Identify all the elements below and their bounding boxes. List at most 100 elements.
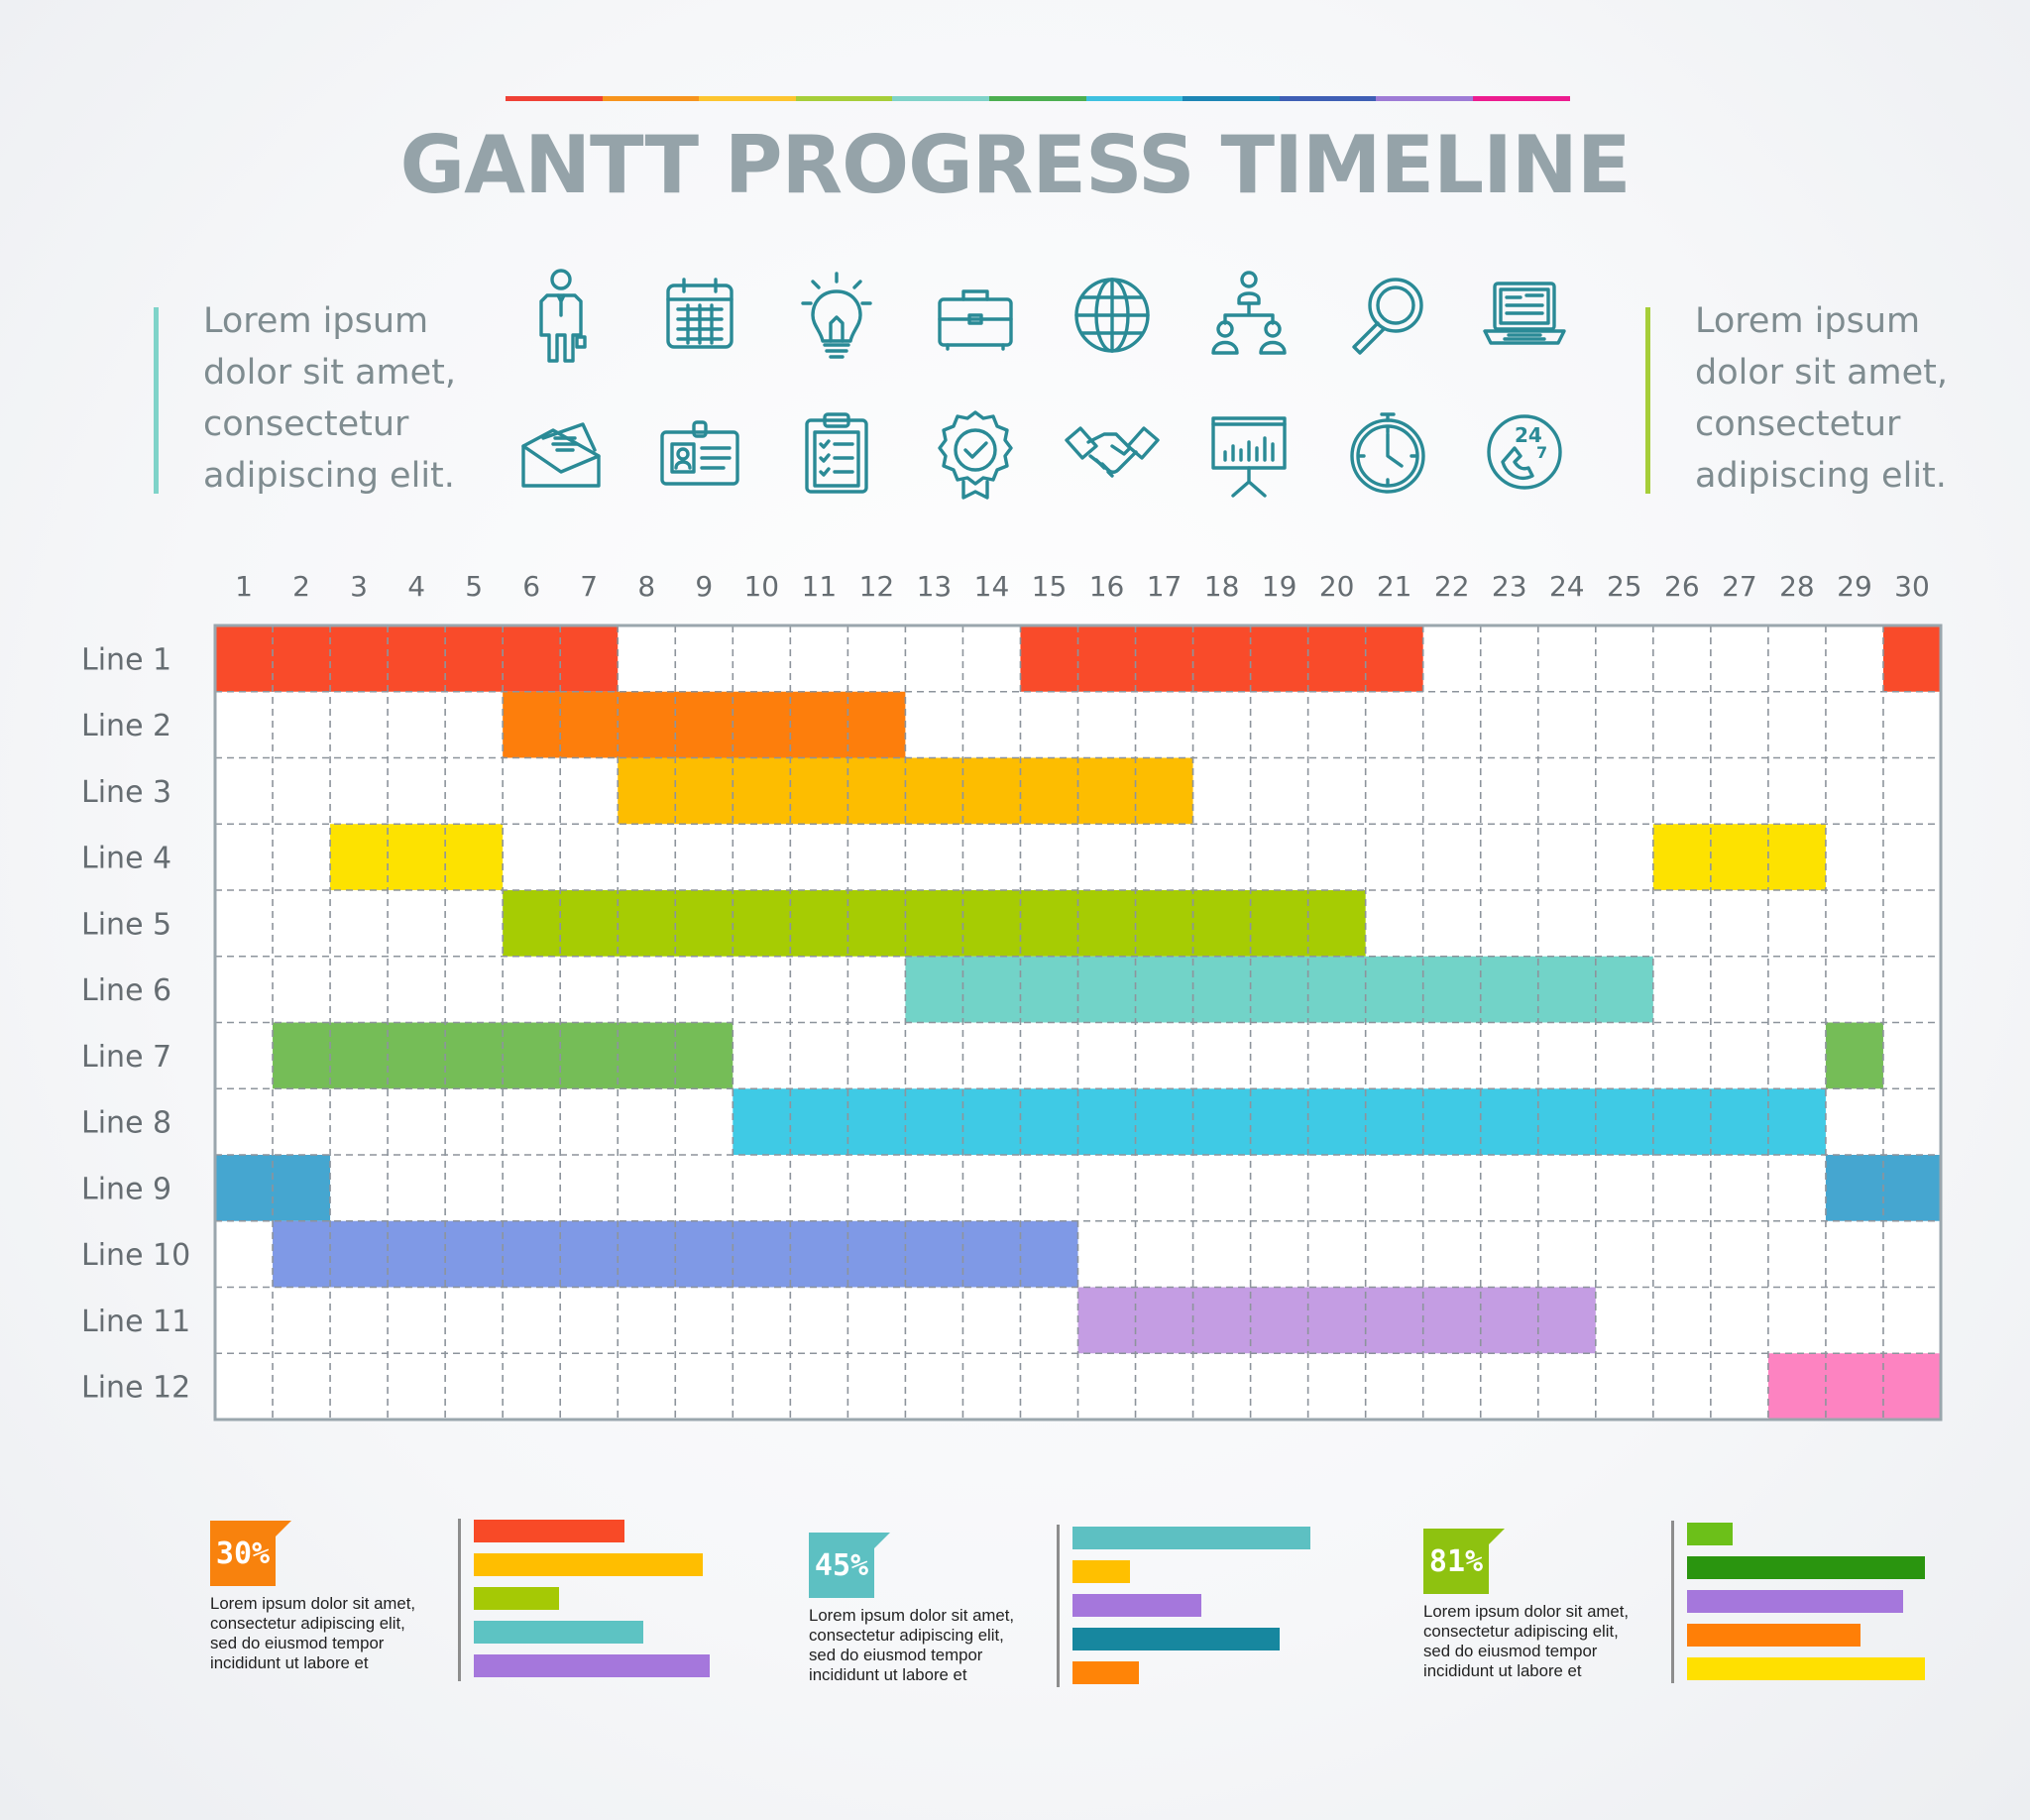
handshake-icon xyxy=(1063,402,1162,502)
summary-text: Lorem ipsum dolor sit amet, consectetur a… xyxy=(809,1606,1057,1685)
summary-bar xyxy=(474,1520,625,1542)
day-tick-label: 13 xyxy=(917,570,953,603)
title-rule-segment xyxy=(892,96,989,101)
day-tick-label: 25 xyxy=(1607,570,1642,603)
summary-text-line: incididunt ut labore et xyxy=(1423,1661,1582,1680)
day-tick-label: 18 xyxy=(1204,570,1240,603)
summary-bar xyxy=(474,1587,559,1610)
title-rule-segment xyxy=(699,96,796,101)
left-accent-bar xyxy=(154,307,159,494)
right-text-line: consectetur xyxy=(1695,404,1901,444)
day-tick-label: 23 xyxy=(1492,570,1527,603)
row-label: Line 6 xyxy=(81,973,171,1008)
summary-bar xyxy=(1687,1556,1925,1579)
gantt-bar xyxy=(330,824,504,890)
title-rule-segment xyxy=(1183,96,1280,101)
day-tick-label: 19 xyxy=(1262,570,1297,603)
gantt-bar xyxy=(503,890,1366,957)
summary-text-line: incididunt ut labore et xyxy=(809,1665,967,1684)
svg-text:7: 7 xyxy=(1536,443,1547,462)
day-tick-label: 16 xyxy=(1089,570,1125,603)
gantt-bar xyxy=(1882,626,1941,692)
row-label: Line 5 xyxy=(81,907,171,942)
day-tick-label: 11 xyxy=(802,570,838,603)
award-badge-icon xyxy=(926,402,1025,502)
day-tick-label: 29 xyxy=(1837,570,1872,603)
row-label: Line 8 xyxy=(81,1106,171,1141)
percent-badge: 81% xyxy=(1423,1529,1489,1594)
gantt-frame xyxy=(213,624,1943,1422)
day-tick-label: 12 xyxy=(859,570,895,603)
day-tick-label: 20 xyxy=(1319,570,1355,603)
id-badge-icon xyxy=(650,402,749,502)
envelope-icon xyxy=(511,402,611,502)
day-tick-label: 30 xyxy=(1894,570,1930,603)
left-text-line: adipiscing elit. xyxy=(203,456,455,496)
summary-text-line: incididunt ut labore et xyxy=(210,1653,369,1672)
percent-badge: 45% xyxy=(809,1533,874,1598)
presentation-board-icon xyxy=(1199,402,1298,502)
summary-bar xyxy=(1072,1628,1280,1650)
summary-bar xyxy=(474,1621,644,1644)
title-rule-segment xyxy=(1472,96,1570,101)
businessman-icon xyxy=(511,266,611,365)
day-tick-label: 15 xyxy=(1032,570,1068,603)
svg-text:24: 24 xyxy=(1515,423,1542,447)
summary-bar xyxy=(474,1654,710,1677)
title-rule-segment xyxy=(602,96,700,101)
day-tick-label: 2 xyxy=(292,570,310,603)
briefcase-icon xyxy=(926,266,1025,365)
summary-text-line: sed do eiusmod tempor xyxy=(809,1646,983,1664)
page-title: GANTT PROGRESS TIMELINE xyxy=(399,119,1632,211)
summary-bar xyxy=(1072,1527,1310,1549)
gantt-bar xyxy=(618,757,1193,825)
day-tick-label: 24 xyxy=(1549,570,1585,603)
row-label: Line 2 xyxy=(81,709,171,743)
summary-bar xyxy=(1687,1657,1925,1680)
summary-bar xyxy=(1072,1661,1140,1684)
clock-icon xyxy=(1338,402,1437,502)
summary-divider xyxy=(458,1519,461,1681)
summary-divider xyxy=(1671,1521,1674,1683)
summary-text-line: Lorem ipsum dolor sit amet, xyxy=(1423,1602,1630,1621)
gantt-bar xyxy=(1077,1287,1596,1354)
day-tick-label: 9 xyxy=(695,570,713,603)
title-rule-segment xyxy=(1085,96,1184,101)
day-tick-label: 14 xyxy=(974,570,1010,603)
title-rule-segment xyxy=(1376,96,1473,101)
summary-text-line: consectetur adipiscing elit, xyxy=(809,1626,1004,1645)
support-24-7-icon: 24 7 xyxy=(1475,402,1574,502)
gantt-bar xyxy=(215,626,619,692)
laptop-icon xyxy=(1475,266,1574,365)
summary-text-line: Lorem ipsum dolor sit amet, xyxy=(210,1594,416,1613)
left-text-line: consectetur xyxy=(203,404,409,444)
row-label: Line 9 xyxy=(81,1172,171,1206)
day-tick-label: 27 xyxy=(1722,570,1757,603)
summary-bar xyxy=(1072,1560,1130,1583)
gantt-bar xyxy=(503,691,906,758)
title-rule-segment xyxy=(1279,96,1377,101)
day-tick-label: 26 xyxy=(1664,570,1700,603)
day-tick-label: 5 xyxy=(465,570,483,603)
summary-text-line: sed do eiusmod tempor xyxy=(1423,1642,1598,1660)
gantt-chart: 1 2 3 4 5 6 7 8 9 10 11 12 13 14 15 16 17 18 19 20 21 22 23 24 2… xyxy=(81,570,1943,1422)
right-accent-bar xyxy=(1645,307,1650,494)
lightbulb-icon xyxy=(787,266,886,365)
org-chart-icon xyxy=(1199,266,1298,365)
percent-badge: 30% xyxy=(210,1521,276,1586)
day-tick-label: 17 xyxy=(1147,570,1183,603)
right-text-line: adipiscing elit. xyxy=(1695,456,1947,496)
gantt-bar xyxy=(1767,1353,1941,1420)
day-tick-label: 6 xyxy=(522,570,540,603)
summary-bar xyxy=(1687,1523,1733,1545)
row-label: Line 7 xyxy=(81,1040,171,1075)
clipboard-icon xyxy=(787,402,886,502)
right-text-block: Lorem ipsum dolor sit amet, consectetur … xyxy=(1695,295,1992,502)
row-label: Line 11 xyxy=(81,1305,190,1339)
left-text-line: Lorem ipsum xyxy=(203,301,429,341)
gantt-bar xyxy=(1825,1022,1883,1089)
summary-text: Lorem ipsum dolor sit amet, consectetur a… xyxy=(1423,1602,1671,1681)
gantt-bar xyxy=(1020,626,1423,692)
day-tick-label: 22 xyxy=(1434,570,1470,603)
